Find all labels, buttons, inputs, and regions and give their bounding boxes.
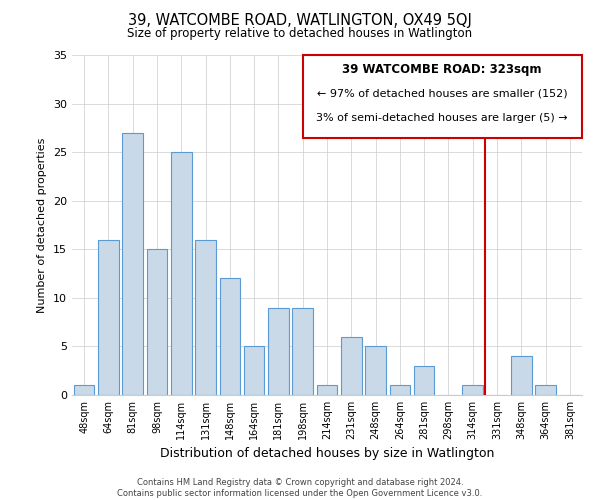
Bar <box>292 308 313 395</box>
Bar <box>535 386 556 395</box>
Bar <box>98 240 119 395</box>
Text: Contains HM Land Registry data © Crown copyright and database right 2024.
Contai: Contains HM Land Registry data © Crown c… <box>118 478 482 498</box>
Bar <box>317 386 337 395</box>
Bar <box>511 356 532 395</box>
Bar <box>389 386 410 395</box>
Text: 39, WATCOMBE ROAD, WATLINGTON, OX49 5QJ: 39, WATCOMBE ROAD, WATLINGTON, OX49 5QJ <box>128 12 472 28</box>
Bar <box>244 346 265 395</box>
Text: 3% of semi-detached houses are larger (5) →: 3% of semi-detached houses are larger (5… <box>316 113 568 123</box>
Bar <box>220 278 240 395</box>
Text: 39 WATCOMBE ROAD: 323sqm: 39 WATCOMBE ROAD: 323sqm <box>343 63 542 76</box>
Bar <box>463 386 483 395</box>
Bar <box>414 366 434 395</box>
Y-axis label: Number of detached properties: Number of detached properties <box>37 138 47 312</box>
Bar <box>268 308 289 395</box>
Bar <box>122 132 143 395</box>
Bar <box>365 346 386 395</box>
Bar <box>74 386 94 395</box>
X-axis label: Distribution of detached houses by size in Watlington: Distribution of detached houses by size … <box>160 448 494 460</box>
Text: Size of property relative to detached houses in Watlington: Size of property relative to detached ho… <box>127 28 473 40</box>
Bar <box>195 240 216 395</box>
Bar <box>146 250 167 395</box>
Bar <box>303 55 581 138</box>
Bar <box>341 336 362 395</box>
Text: ← 97% of detached houses are smaller (152): ← 97% of detached houses are smaller (15… <box>317 89 568 99</box>
Bar <box>171 152 191 395</box>
